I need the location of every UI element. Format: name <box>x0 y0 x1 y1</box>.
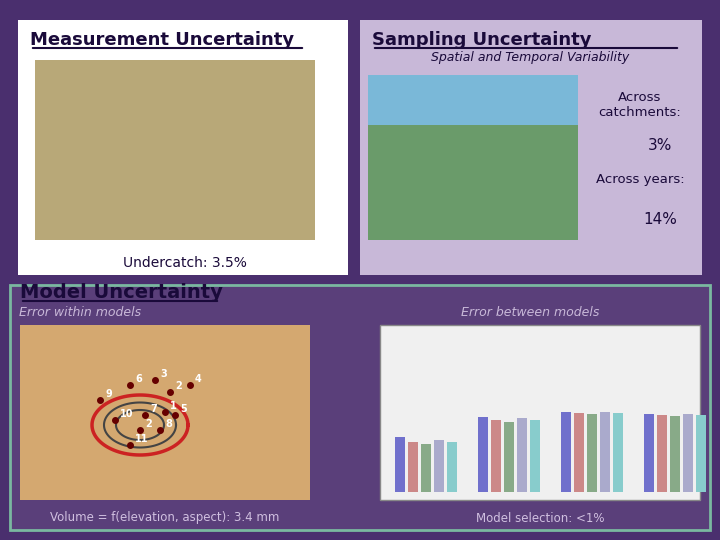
Bar <box>517 418 527 492</box>
Text: 2: 2 <box>145 419 152 429</box>
Bar <box>613 413 623 492</box>
Bar <box>395 437 405 492</box>
Text: 11: 11 <box>135 434 148 444</box>
Bar <box>644 414 654 492</box>
FancyBboxPatch shape <box>35 60 315 240</box>
Text: Volume = f(elevation, aspect): 3.4 mm: Volume = f(elevation, aspect): 3.4 mm <box>50 511 279 524</box>
Text: 8: 8 <box>165 419 172 429</box>
FancyBboxPatch shape <box>18 20 348 275</box>
FancyBboxPatch shape <box>10 285 710 530</box>
Bar <box>434 440 444 492</box>
Text: 2: 2 <box>175 381 181 391</box>
Bar <box>683 414 693 492</box>
Text: 9: 9 <box>105 389 112 399</box>
Text: 3: 3 <box>160 369 167 379</box>
Text: 5: 5 <box>180 404 186 414</box>
Bar <box>491 420 501 492</box>
Bar <box>561 412 571 492</box>
Text: Undercatch: 3.5%: Undercatch: 3.5% <box>123 256 247 270</box>
FancyBboxPatch shape <box>380 325 700 500</box>
Text: 7: 7 <box>150 404 157 414</box>
Bar <box>587 414 597 492</box>
FancyBboxPatch shape <box>20 325 310 500</box>
Text: Spatial and Temporal Variability: Spatial and Temporal Variability <box>431 51 629 64</box>
Text: Model selection: <1%: Model selection: <1% <box>476 511 604 524</box>
Bar <box>670 416 680 492</box>
FancyBboxPatch shape <box>368 75 578 125</box>
Text: Model Uncertainty: Model Uncertainty <box>20 284 223 302</box>
Text: 10: 10 <box>120 409 133 419</box>
Bar <box>421 444 431 492</box>
Bar <box>657 415 667 492</box>
Text: 6: 6 <box>135 374 142 384</box>
Text: 3%: 3% <box>648 138 672 152</box>
Bar <box>530 420 540 492</box>
Text: 14%: 14% <box>643 213 677 227</box>
FancyBboxPatch shape <box>360 20 702 275</box>
Bar <box>478 417 488 492</box>
FancyBboxPatch shape <box>368 75 578 240</box>
Text: Sampling Uncertainty: Sampling Uncertainty <box>372 31 592 49</box>
Text: Measurement Uncertainty: Measurement Uncertainty <box>30 31 294 49</box>
Bar <box>447 442 457 492</box>
Bar <box>600 412 610 492</box>
Bar <box>696 415 706 492</box>
Bar <box>574 413 584 492</box>
Text: Across
catchments:: Across catchments: <box>598 91 681 119</box>
Text: 1: 1 <box>170 401 176 411</box>
Text: 4: 4 <box>195 374 202 384</box>
Text: Across years:: Across years: <box>595 173 684 186</box>
Bar <box>504 422 514 492</box>
Text: Error within models: Error within models <box>19 306 141 319</box>
Text: Error between models: Error between models <box>461 306 599 319</box>
Bar <box>408 442 418 492</box>
